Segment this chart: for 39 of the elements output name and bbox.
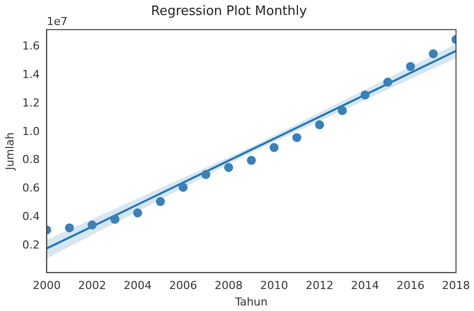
x-tick-label: 2000 (32, 279, 61, 292)
x-tick-label: 2018 (442, 279, 470, 292)
point (178, 182, 188, 192)
x-tick-label: 2008 (214, 279, 243, 292)
x-tick-label: 2004 (124, 279, 152, 292)
point (246, 156, 256, 165)
y-tick-label: 1.4 (22, 68, 40, 81)
point (406, 62, 416, 72)
point (133, 208, 142, 218)
y-tick-label: 0.4 (22, 210, 40, 224)
point (360, 90, 370, 100)
x-tick-label: 2006 (169, 279, 198, 292)
point (292, 133, 302, 142)
x-tick-label: 2002 (78, 279, 106, 292)
x-tick-label: 2014 (351, 279, 380, 292)
x-tick-label: 2012 (306, 279, 334, 292)
text: 1e7 (46, 14, 68, 28)
y-tick-label: 0.8 (22, 153, 40, 166)
point (224, 162, 234, 172)
y-tick-label: 1.6 (22, 40, 40, 53)
point (88, 220, 97, 230)
point (338, 106, 347, 116)
y-tick-label: 1.2 (22, 96, 40, 110)
point (201, 170, 210, 180)
x-tick-label: 2010 (260, 279, 288, 292)
y-tick-label: 0.6 (22, 182, 40, 195)
point (383, 78, 392, 87)
chart-title: Regression Plot Monthly (151, 4, 308, 20)
point (156, 197, 165, 206)
y-tick-label: 0.2 (22, 238, 40, 252)
y-axis-title: Jumlah (3, 132, 16, 171)
point (64, 223, 74, 232)
y-tick-label: 1.0 (22, 124, 40, 138)
point (110, 214, 120, 224)
point (270, 143, 279, 152)
x-tick-label: 2016 (396, 279, 425, 292)
point (315, 120, 324, 130)
point (428, 49, 438, 58)
x-axis-title: Tahun (234, 295, 268, 308)
